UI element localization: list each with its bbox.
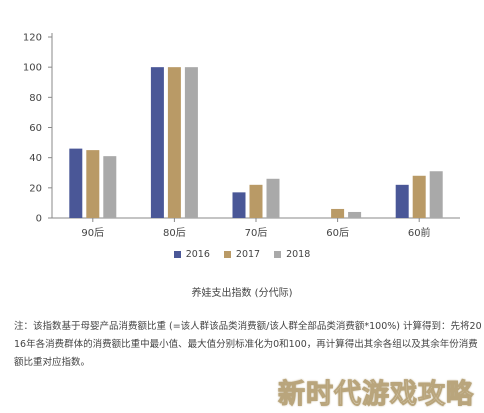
bar-2017-3: [331, 208, 345, 218]
x-tick-label: 80后: [163, 227, 186, 239]
chart-subtitle: 养娃支出指数 (分代际): [191, 288, 293, 299]
y-tick-label: 60: [29, 123, 42, 134]
bar-2016-4: [395, 184, 409, 218]
y-tick-label: 100: [23, 63, 42, 74]
y-tick-label: 20: [29, 183, 42, 194]
legend-swatch-2017: [223, 251, 231, 258]
bar-2018-4: [429, 171, 443, 218]
y-tick-label: 0: [36, 214, 42, 225]
bar-2018-3: [348, 211, 362, 218]
bar-2018-0: [103, 156, 117, 218]
x-tick-label: 90后: [81, 227, 104, 239]
chart-note: 注：该指数基于母婴产品消费额比重 (=该人群该品类消费额/该人群全部品类消费额*…: [14, 321, 482, 368]
legend-swatch-2018: [274, 251, 282, 258]
y-tick-label: 40: [29, 153, 42, 164]
x-tick-label: 60前: [408, 226, 431, 239]
legend-swatch-2016: [173, 251, 181, 258]
legend-item-2018: 2018: [274, 249, 310, 260]
legend-label-2016: 2016: [185, 249, 210, 260]
legend-item-2016: 2016: [173, 249, 210, 260]
y-tick-label: 80: [29, 93, 42, 104]
y-tick-label: 120: [23, 33, 42, 44]
bar-2017-1: [167, 67, 181, 219]
x-tick-label: 60后: [326, 227, 349, 239]
bar-2016-1: [150, 67, 164, 219]
watermark-logo: 新时代游戏攻略: [278, 379, 474, 411]
bar-2017-4: [412, 175, 426, 218]
bar-2017-2: [249, 184, 263, 218]
bar-2016-0: [69, 148, 83, 218]
legend-label-2018: 2018: [286, 249, 311, 260]
bar-2016-2: [232, 192, 246, 218]
legend-item-2017: 2017: [223, 249, 261, 260]
chart-legend: 2016 2017 2018: [0, 249, 484, 260]
bar-2017-0: [86, 150, 100, 218]
x-tick-label: 70后: [245, 227, 268, 239]
legend-label-2017: 2017: [235, 249, 261, 260]
bar-2018-2: [266, 178, 280, 218]
bar-2018-1: [184, 67, 198, 219]
bar-chart: 0 20 40 60 80 100 120 90后 80后 70后 60后 60前: [23, 33, 460, 239]
